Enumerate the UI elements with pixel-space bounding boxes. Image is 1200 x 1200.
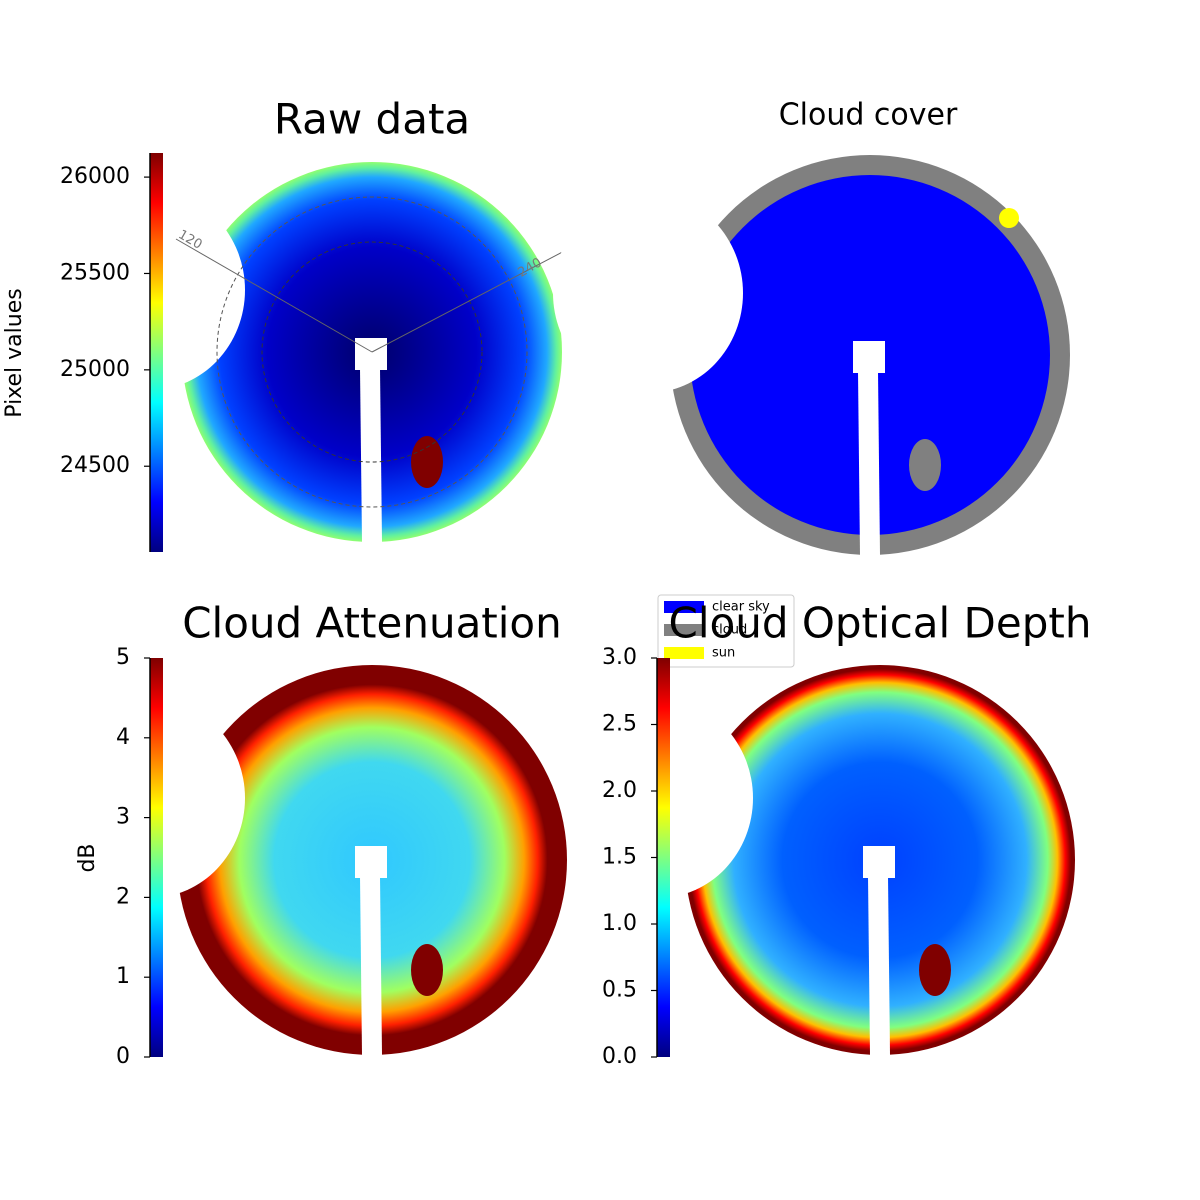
sun xyxy=(999,208,1019,228)
legend-label: clear sky xyxy=(712,600,770,615)
mast-top xyxy=(853,341,885,373)
mast xyxy=(360,876,382,1055)
colorbar-tick-label: 26000 xyxy=(60,164,130,189)
colorbar-tick-label: 1.5 xyxy=(602,845,637,870)
colorbar-tick-label: 2 xyxy=(116,884,130,909)
panel-title: Cloud cover xyxy=(779,98,958,133)
colorbar-tick-label: 2.0 xyxy=(602,778,637,803)
panel-title: Cloud Optical Depth xyxy=(669,599,1092,648)
obstruction xyxy=(909,439,941,491)
legend-swatch xyxy=(664,624,704,636)
panel: Cloud Attenuation 0 1 2 3 4 5 dB xyxy=(55,599,567,1069)
mast xyxy=(868,876,890,1055)
panel: Cloud cover clear sky cloud sun xyxy=(553,98,1070,668)
mast-top xyxy=(355,338,387,370)
legend-swatch xyxy=(664,647,704,659)
colorbar-tick-label: 25500 xyxy=(60,260,130,285)
polar-ring xyxy=(261,241,483,463)
colorbar-tick-label: 3 xyxy=(116,805,130,830)
colorbar-tick-label: 25000 xyxy=(60,357,130,382)
obstruction xyxy=(411,436,443,488)
mast-top xyxy=(863,846,895,878)
legend-swatch xyxy=(664,601,704,613)
panel-title: Raw data xyxy=(274,95,470,144)
colorbar-label: Pixel values xyxy=(2,288,27,417)
obstruction xyxy=(919,944,951,996)
colorbar-tick-label: 24500 xyxy=(60,453,130,478)
mast xyxy=(858,371,880,555)
colorbar-tick-label: 0.5 xyxy=(602,978,637,1003)
colorbar xyxy=(150,658,163,1057)
colorbar xyxy=(657,658,670,1057)
obstruction xyxy=(411,944,443,996)
mast-top xyxy=(355,846,387,878)
colorbar-tick-label: 2.5 xyxy=(602,712,637,737)
colorbar-tick-label: 5 xyxy=(116,645,130,670)
legend: clear sky cloud sun xyxy=(657,594,795,668)
colorbar-tick-label: 0.0 xyxy=(602,1044,637,1069)
colorbar-tick-label: 3.0 xyxy=(602,645,637,670)
polar-axis xyxy=(175,238,373,353)
legend-label: cloud xyxy=(712,623,747,638)
mast xyxy=(360,368,382,542)
legend-label: sun xyxy=(712,646,735,661)
colorbar-label: dB xyxy=(75,843,100,872)
panel: Cloud Optical Depth 0.0 0.5 1.0 1.5 2.0 2.5 3.0 xyxy=(563,599,1092,1069)
panel-title: Cloud Attenuation xyxy=(182,599,562,648)
colorbar-tick-label: 4 xyxy=(116,725,130,750)
colorbar xyxy=(150,153,163,552)
polar-ring xyxy=(216,196,528,508)
colorbar-tick-label: 0 xyxy=(116,1044,130,1069)
cutout xyxy=(553,193,743,393)
polar-axis xyxy=(371,246,573,353)
colorbar-tick-label: 1.0 xyxy=(602,911,637,936)
colorbar-tick-label: 1 xyxy=(116,964,130,989)
